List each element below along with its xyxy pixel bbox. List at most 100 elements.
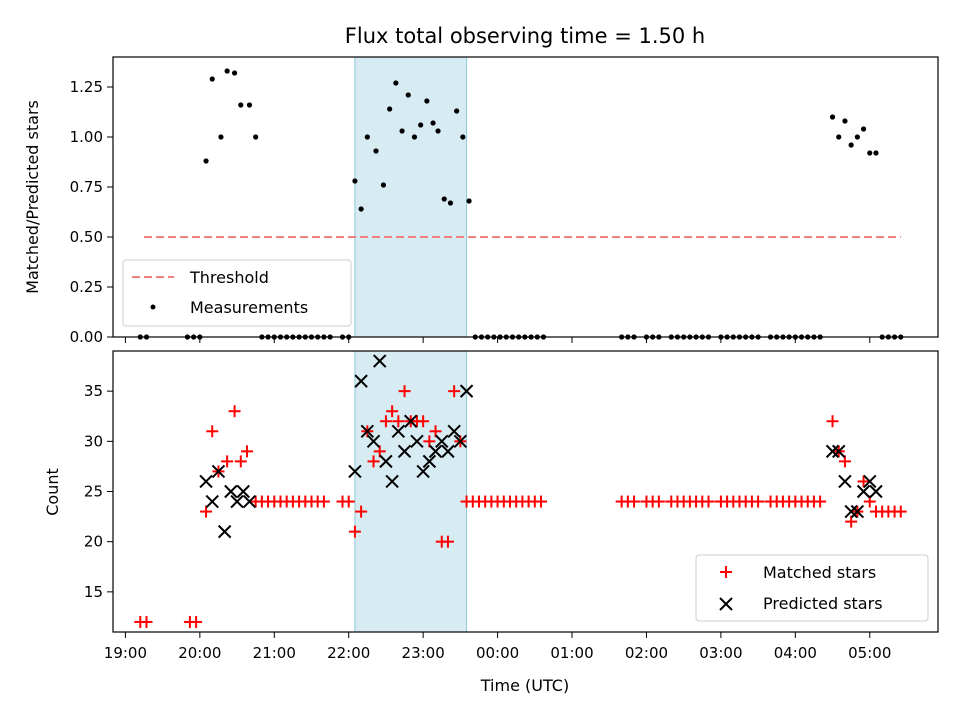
- y-tick-label: 20: [84, 533, 103, 551]
- x-tick-label: 21:00: [253, 644, 296, 662]
- predicted-star-point: [205, 494, 219, 509]
- top-y-axis-label: Matched/Predicted stars: [23, 100, 42, 294]
- measurement-point: [829, 114, 836, 120]
- matched-star-point: [373, 445, 386, 458]
- bottom-legend-box: [695, 554, 929, 622]
- matched-star-point: [342, 495, 355, 508]
- matched-star-point: [386, 405, 399, 418]
- y-tick-label: 0.25: [70, 278, 103, 296]
- measurement-point: [854, 134, 860, 140]
- measurement-point: [441, 196, 447, 202]
- matched-star-point: [206, 425, 219, 438]
- predicted-star-point: [832, 444, 846, 459]
- matched-legend-swatch: [720, 566, 732, 578]
- predicted-star-point: [242, 494, 257, 509]
- predicted-star-point: [224, 484, 238, 499]
- measurement-point: [460, 134, 466, 140]
- measurement-point: [358, 206, 364, 212]
- predicted-star-point: [373, 354, 387, 368]
- predicted-legend-swatch: [719, 597, 733, 611]
- y-tick-label: 35: [84, 382, 103, 400]
- predicted-star-point: [385, 474, 399, 489]
- measurement-point: [364, 134, 370, 140]
- measurement-point: [411, 134, 418, 140]
- predicted-star-point: [844, 504, 858, 519]
- predicted-star-point: [838, 474, 852, 489]
- y-tick-label: 30: [84, 432, 103, 450]
- measurement-point: [860, 126, 867, 132]
- measurement-point: [435, 128, 441, 134]
- bottom-x-axis: 19:00 20:00 21:00 22:00 23:00 00:00 01:00 02:00…: [104, 632, 891, 662]
- y-tick-label: 1.00: [70, 128, 103, 146]
- measurements-legend-swatch: [150, 304, 156, 310]
- predicted-star-point: [348, 464, 362, 479]
- predicted-star-point: [199, 474, 213, 489]
- predicted-star-point: [447, 424, 461, 438]
- measurement-point: [393, 80, 399, 86]
- matched-star-point: [240, 445, 253, 458]
- bottom-y-axis-label: Count: [43, 468, 62, 516]
- matched-star-point: [826, 415, 839, 428]
- matched-star-point: [814, 495, 827, 508]
- measurement-point: [203, 158, 209, 164]
- bottom-y-axis: 15 20 25 30 35: [84, 382, 113, 601]
- measurement-point: [209, 76, 215, 82]
- matched-star-point: [367, 455, 380, 468]
- measurement-point: [399, 128, 405, 134]
- x-tick-label: 00:00: [476, 644, 519, 662]
- y-tick-label: 25: [84, 483, 103, 501]
- predicted-star-point: [354, 374, 368, 388]
- matched-star-point: [200, 505, 213, 518]
- predicted-star-point: [379, 454, 393, 469]
- matched-star-point: [398, 385, 411, 398]
- measurement-point: [218, 134, 224, 140]
- count-marks: [134, 354, 907, 628]
- x-tick-label: 02:00: [625, 644, 668, 662]
- measurement-point: [867, 150, 873, 156]
- measurement-point: [352, 178, 358, 184]
- y-tick-label: 0.50: [70, 228, 103, 246]
- y-tick-label: 1.25: [70, 78, 103, 96]
- predicted-star-point: [850, 504, 865, 519]
- measurement-point: [454, 108, 460, 114]
- predicted-star-point: [453, 434, 468, 449]
- measurement-point: [842, 118, 848, 124]
- top-plot-frame: [112, 56, 939, 338]
- x-tick-label: 19:00: [104, 644, 147, 662]
- measurements-legend-label: Measurements: [190, 298, 308, 317]
- matched-star-point: [392, 415, 405, 428]
- predicted-star-point: [217, 524, 232, 539]
- measurement-point: [873, 150, 879, 156]
- matched-star-point: [535, 495, 548, 508]
- predicted-star-point: [459, 384, 474, 398]
- predicted-star-point: [856, 484, 871, 499]
- y-tick-label: 0.00: [70, 328, 103, 346]
- top-x-ticks: [124, 337, 871, 343]
- x-axis-label: Time (UTC): [480, 676, 569, 695]
- matched-star-point: [894, 505, 907, 518]
- matched-star-point: [628, 495, 641, 508]
- predicted-star-point: [236, 484, 250, 499]
- x-tick-label: 01:00: [550, 644, 593, 662]
- matched-star-point: [423, 435, 436, 448]
- x-tick-label: 23:00: [402, 644, 445, 662]
- top-y-axis: 0.00 0.25 0.50 0.75 1.00 1.25: [70, 78, 113, 346]
- measurement-point: [373, 148, 379, 154]
- measurement-point: [418, 122, 424, 128]
- matched-star-point: [221, 455, 234, 468]
- matched-star-point: [857, 475, 870, 488]
- matched-star-point: [190, 615, 203, 628]
- highlight-span-top: [354, 56, 468, 338]
- predicted-legend-label: Predicted stars: [763, 594, 883, 613]
- x-tick-label: 20:00: [178, 644, 221, 662]
- x-tick-label: 04:00: [774, 644, 817, 662]
- bottom-legend: Matched stars Predicted stars: [695, 554, 929, 622]
- measurement-point: [253, 134, 259, 140]
- measurement-point: [405, 92, 411, 98]
- matched-star-point: [863, 495, 876, 508]
- predicted-star-point: [211, 464, 226, 479]
- measurement-point: [430, 120, 436, 126]
- y-tick-label: 15: [84, 583, 103, 601]
- highlight-span-bottom: [354, 350, 468, 633]
